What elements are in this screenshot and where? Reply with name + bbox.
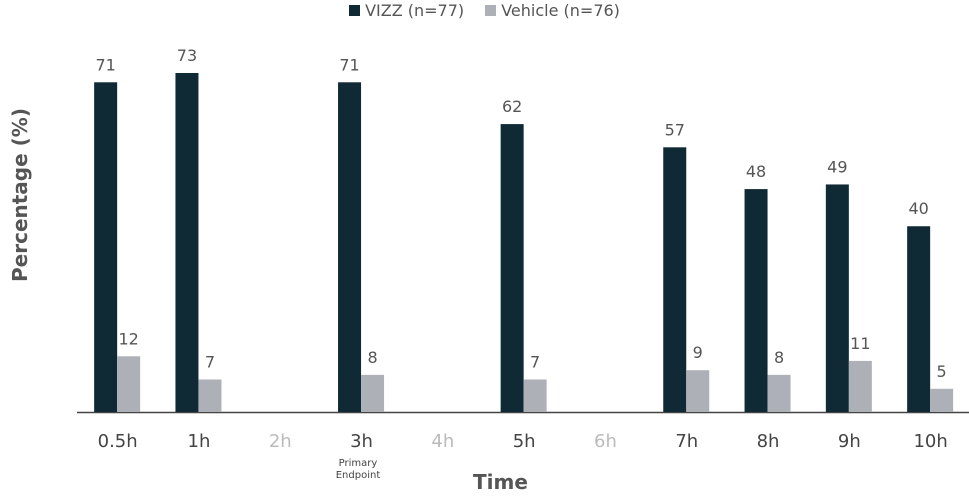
x-tick-label: 7h [675, 431, 698, 452]
legend-label-vehicle: Vehicle (n=76) [501, 1, 620, 20]
data-label: 49 [827, 157, 847, 176]
bar-vehicle [686, 370, 710, 412]
bar-vehicle [767, 374, 791, 412]
bar-vehicle [198, 379, 222, 412]
data-label: 12 [118, 329, 138, 348]
legend-item-vizz: VIZZ (n=77) [349, 1, 464, 20]
x-axis-label: Time [473, 470, 528, 494]
bar-vizz [744, 189, 768, 412]
legend-swatch-vehicle [485, 5, 497, 16]
bar-vizz [175, 73, 199, 412]
bar-vehicle [117, 356, 141, 412]
x-tick-label: 6h [594, 431, 617, 452]
data-label: 73 [177, 46, 197, 65]
data-label: 57 [665, 120, 685, 139]
data-label: 9 [693, 343, 703, 362]
x-tick-label: 2h [269, 431, 292, 452]
primary-endpoint-line1: Primary [338, 458, 378, 469]
x-tick-label: 9h [838, 431, 861, 452]
data-label: 5 [937, 362, 947, 381]
data-label: 8 [774, 348, 784, 367]
x-tick-label: 4h [431, 431, 454, 452]
legend-label-vizz: VIZZ (n=77) [365, 1, 465, 20]
bar-vehicle [848, 360, 872, 412]
legend: VIZZ (n=77) Vehicle (n=76) [0, 1, 969, 20]
bar-vizz [500, 124, 524, 413]
bar-vehicle [523, 379, 547, 412]
data-label: 7 [530, 352, 540, 371]
data-label: 40 [908, 199, 928, 218]
bar-vehicle [361, 374, 385, 412]
x-tick-label: 8h [757, 431, 780, 452]
data-label: 7 [205, 352, 215, 371]
bar-vizz [907, 226, 931, 412]
primary-endpoint-note: Primary Endpoint [322, 458, 394, 482]
data-label: 8 [367, 348, 377, 367]
data-label: 11 [850, 334, 870, 353]
x-tick-label: 0.5h [98, 431, 138, 452]
x-tick-label: 3h [350, 431, 373, 452]
x-tick-label: 5h [513, 431, 536, 452]
bar-vizz [825, 184, 849, 412]
data-label: 71 [339, 55, 359, 74]
x-tick-label: 1h [188, 431, 211, 452]
data-label: 62 [502, 97, 522, 116]
data-label: 48 [746, 162, 766, 181]
bar-vehicle [930, 388, 954, 412]
legend-item-vehicle: Vehicle (n=76) [485, 1, 620, 20]
legend-swatch-vizz [349, 5, 361, 16]
bar-vizz [663, 147, 687, 412]
primary-endpoint-line2: Endpoint [335, 470, 381, 481]
x-tick-label: 10h [913, 431, 947, 452]
data-label: 71 [95, 55, 115, 74]
bar-vizz [338, 82, 362, 413]
bar-vizz [94, 82, 118, 413]
